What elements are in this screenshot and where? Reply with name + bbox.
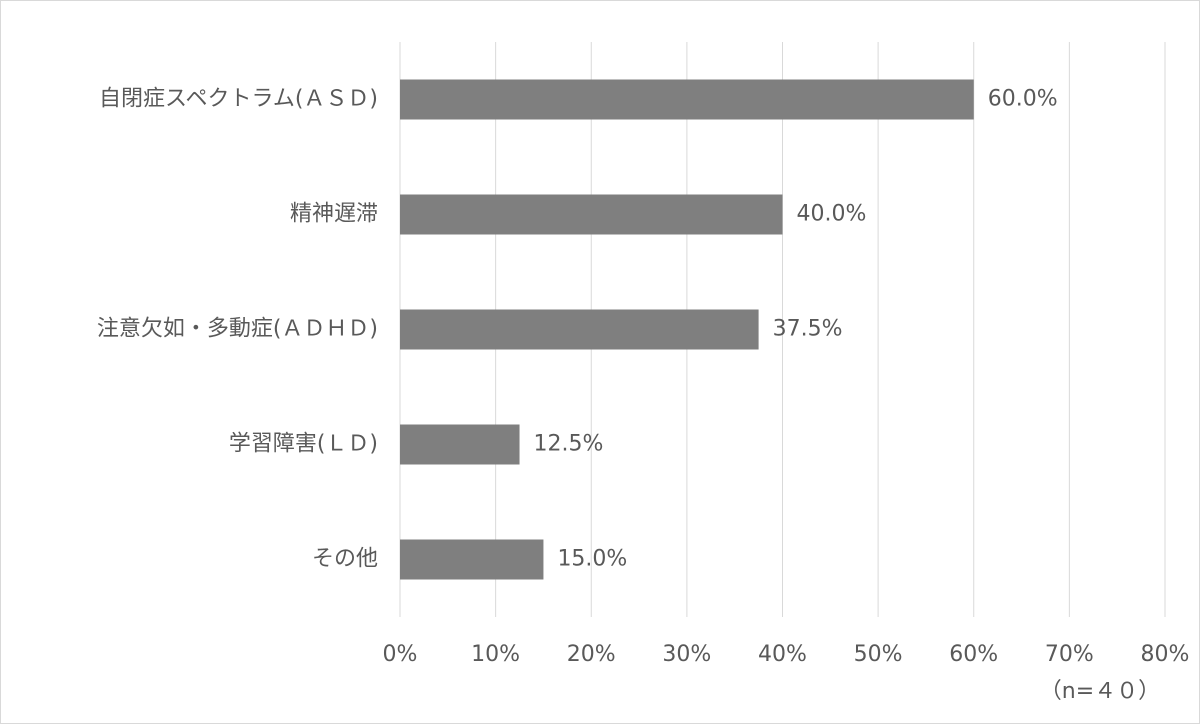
y-tick-label: 精神遅滞 <box>290 202 378 227</box>
x-tick-label: 20% <box>567 642 616 667</box>
data-label: 40.0% <box>797 202 867 227</box>
x-tick-label: 50% <box>854 642 903 667</box>
y-tick-label: 自閉症スペクトラム(ＡＳＤ) <box>99 87 378 112</box>
x-tick-label: 70% <box>1045 642 1094 667</box>
bar <box>400 194 783 235</box>
bar <box>400 539 544 580</box>
bar <box>400 309 759 350</box>
data-label: 15.0% <box>557 547 627 572</box>
data-label: 12.5% <box>534 432 604 457</box>
y-tick-label: その他 <box>312 547 378 572</box>
x-tick-label: 0% <box>383 642 418 667</box>
x-tick-label: 30% <box>662 642 711 667</box>
sample-size-note: （n=４０） <box>1040 679 1160 704</box>
y-tick-label: 注意欠如・多動症(ＡＤＨＤ) <box>97 317 378 342</box>
x-tick-label: 60% <box>949 642 998 667</box>
y-tick-label: 学習障害(ＬＤ) <box>229 432 378 457</box>
x-tick-label: 10% <box>471 642 520 667</box>
data-label: 37.5% <box>773 317 843 342</box>
x-tick-label: 80% <box>1141 642 1190 667</box>
bar <box>400 424 520 465</box>
x-tick-label: 40% <box>758 642 807 667</box>
data-label: 60.0% <box>988 87 1058 112</box>
bar <box>400 79 974 120</box>
